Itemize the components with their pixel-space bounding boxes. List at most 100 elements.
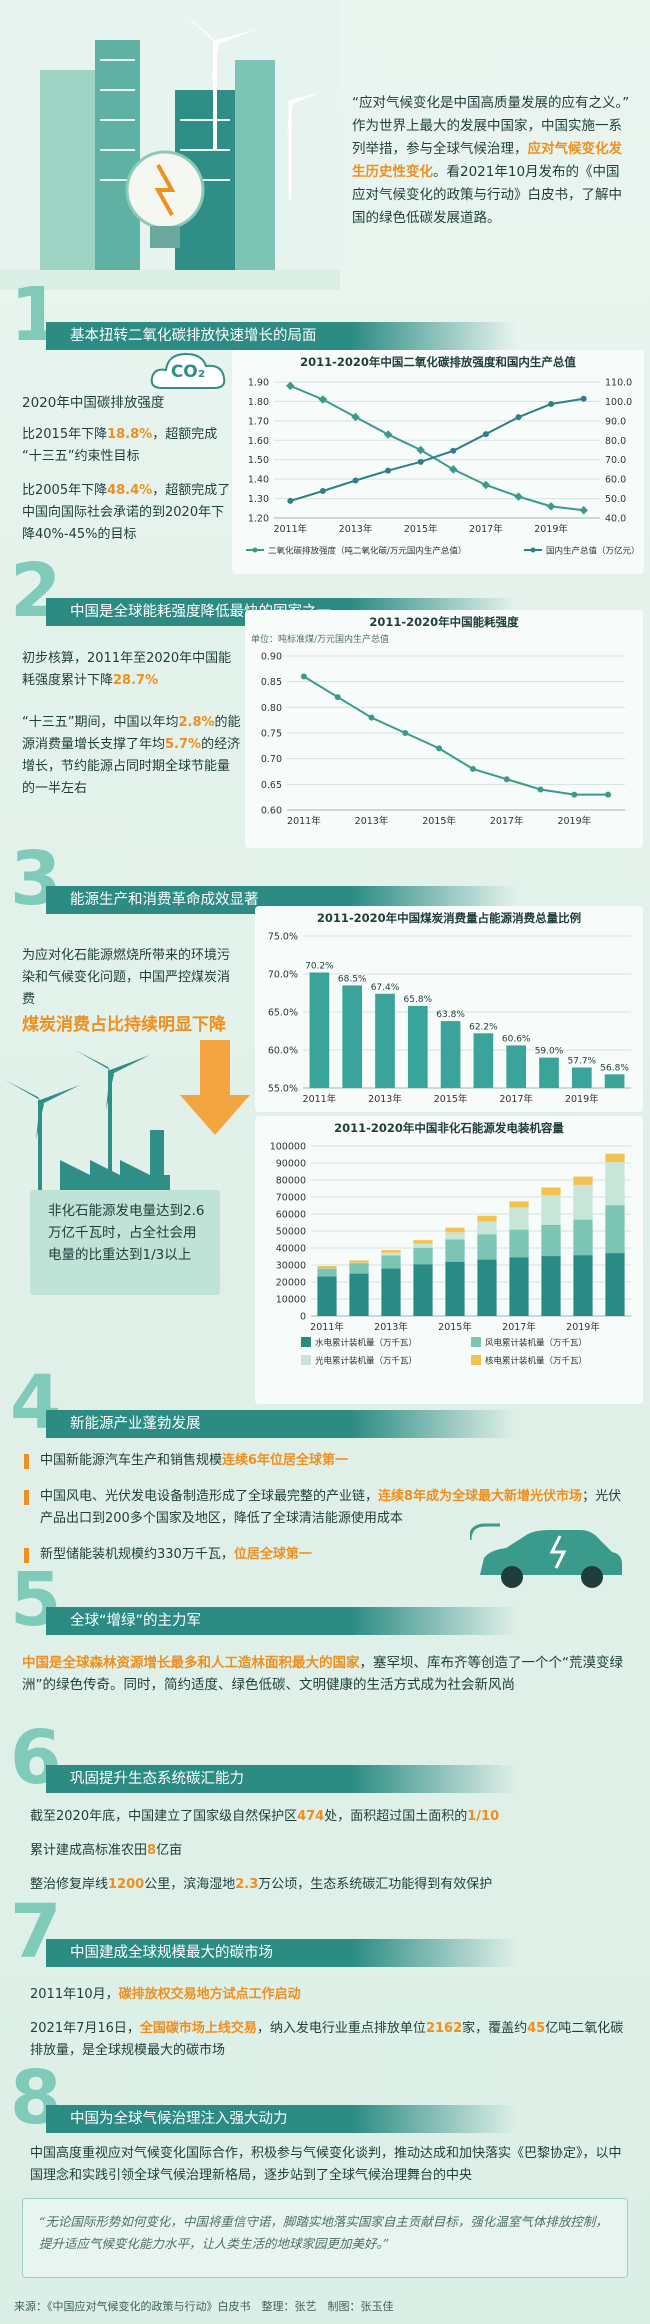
paragraph: 非化石能源发电量达到2.6万亿千瓦时，占全社会用电量的比重达到1/3以上 <box>48 1200 208 1266</box>
y-tick-label: 0.80 <box>261 703 282 714</box>
text-run: 新型储能装机规模约330万千瓦， <box>40 1547 234 1562</box>
y-tick-label: 1.80 <box>248 397 269 408</box>
bar <box>571 1067 592 1088</box>
highlight-text: 1/10 <box>467 1809 500 1824</box>
data-point <box>469 765 476 772</box>
x-tick-label: 2015年 <box>422 815 456 827</box>
data-point <box>482 431 489 438</box>
paragraph: 整治修复岸线1200公里，滨海湿地2.3万公顷，生态系统碳汇功能得到有效保护 <box>30 1874 630 1896</box>
y2-tick-label: 80.0 <box>605 436 626 447</box>
highlight-text: 45 <box>527 2021 546 2036</box>
highlight-text: 8 <box>147 1843 157 1858</box>
chart-title: 2011-2020年中国二氧化碳排放强度和国内生产总值 <box>300 355 576 369</box>
legend-swatch <box>471 1355 481 1365</box>
legend-label: 国内生产总值（万亿元） <box>546 546 640 557</box>
bar-segment <box>413 1247 433 1265</box>
x-tick-label: 2019年 <box>565 1093 599 1105</box>
highlight-text: 中国是全球森林资源增长最多和人工造林面积最大的国家 <box>22 1655 360 1671</box>
bar <box>407 1005 428 1088</box>
bar-segment <box>477 1215 497 1222</box>
data-point <box>334 694 341 701</box>
value-label: 57.7% <box>568 1056 597 1066</box>
paragraph: 中国是全球森林资源增长最多和人工造林面积最大的国家，塞罕坝、库布齐等创造了一个个… <box>22 1652 628 1696</box>
bar-segment <box>573 1255 593 1316</box>
data-point <box>417 458 424 465</box>
paragraph: 比2015年下降18.8%，超额完成“十三五”约束性目标 <box>22 424 232 468</box>
y-tick-label: 0.65 <box>261 780 282 791</box>
bullet-marker <box>24 1548 29 1563</box>
bar-segment <box>445 1239 465 1262</box>
bar-segment <box>541 1256 561 1316</box>
bar <box>309 972 330 1088</box>
ev-car-icon <box>470 1523 622 1588</box>
section-title: 基本扭转二氧化碳排放快速增长的局面 <box>46 322 516 350</box>
bar-segment <box>509 1229 529 1258</box>
text-run: 。看2021年10月发布的《中国应对气候变化的政策与行动》白皮书，了解中国的绿色… <box>352 164 622 226</box>
bar-segment <box>381 1255 401 1269</box>
bar <box>604 1074 625 1088</box>
y2-tick-label: 60.0 <box>605 475 626 486</box>
bar <box>375 993 395 1088</box>
data-point <box>481 480 491 490</box>
paragraph: 煤炭消费占比持续明显下降 <box>22 1012 247 1038</box>
paragraph: 累计建成高标准农田8亿亩 <box>30 1840 630 1862</box>
bar-segment <box>605 1162 625 1206</box>
x-tick-label: 2011年 <box>287 815 321 827</box>
x-tick-label: 2015年 <box>438 1321 472 1333</box>
text-run: 截至2020年底，中国建立了国家级自然保护区 <box>30 1809 298 1824</box>
y-tick-label: 0 <box>300 1312 306 1323</box>
y-tick-label: 1.60 <box>248 436 269 447</box>
y2-tick-label: 90.0 <box>605 416 626 427</box>
bar-segment <box>445 1232 465 1240</box>
chart-title: 2011-2020年中国煤炭消费量占能源消费总量比例 <box>317 911 581 925</box>
x-tick-label: 2011年 <box>310 1321 344 1333</box>
y-tick-label: 70.0% <box>268 970 298 981</box>
text-run: “十三五”期间，中国以年均 <box>22 715 179 730</box>
bar-segment <box>445 1227 465 1233</box>
line-series <box>303 675 609 796</box>
text-run: 公里，滨海湿地 <box>144 1877 236 1892</box>
data-point <box>383 430 393 439</box>
highlight-text: 应对气候变化发生历史性变化 <box>352 141 622 180</box>
text-run: 中国新能源汽车生产和销售规模 <box>40 1453 223 1468</box>
bar-segment <box>509 1207 529 1230</box>
data-point <box>416 445 425 455</box>
legend-label: 水电累计装机量（万千瓦） <box>315 1338 417 1349</box>
x-tick-label: 2019年 <box>534 523 568 535</box>
x-tick-label: 2011年 <box>273 523 307 535</box>
data-point <box>515 414 522 421</box>
text-run: 家，覆盖约 <box>462 2021 528 2036</box>
x-tick-label: 2017年 <box>490 815 524 827</box>
bar-segment <box>541 1187 561 1196</box>
data-point <box>385 467 392 474</box>
y-tick-label: 1.40 <box>248 475 269 486</box>
y2-tick-label: 70.0 <box>605 455 626 466</box>
y-tick-label: 50000 <box>276 1227 306 1238</box>
x-tick-label: 2013年 <box>355 815 389 827</box>
quote: “无论国际形势如何变化，中国将重信守诺，脚踏实地落实国家自主贡献目标，强化温室气… <box>22 2198 628 2278</box>
highlight-text: 474 <box>297 1809 325 1824</box>
data-point <box>402 730 409 736</box>
chart: 2011-2020年中国二氧化碳排放强度和国内生产总值 1.20 1.30 1.40 1… <box>232 350 644 574</box>
highlight-text: 5.7% <box>165 737 202 752</box>
legend-swatch <box>471 1337 481 1347</box>
bar-segment <box>349 1262 369 1264</box>
bar-segment <box>349 1263 369 1274</box>
x-tick-label: 2013年 <box>368 1093 402 1105</box>
chart-title: 2011-2020年中国能耗强度 <box>369 615 519 629</box>
x-tick-label: 2017年 <box>499 1093 533 1105</box>
text-run: 中国高度重视应对气候变化国际合作，积极参与气候变化谈判，推动达成和加快落实《巴黎… <box>30 2146 622 2183</box>
value-label: 60.6% <box>502 1034 531 1044</box>
text-run: 非化石能源发电量达到2.6万亿千瓦时，占全社会用电量的比重达到1/3以上 <box>48 1203 205 1263</box>
data-point <box>503 776 510 783</box>
bar-segment <box>413 1243 433 1248</box>
x-tick-label: 2013年 <box>374 1321 408 1333</box>
text-run: 比2005年下降 <box>22 483 108 498</box>
data-point <box>351 412 360 422</box>
y-tick-label: 60.0% <box>268 1046 298 1057</box>
text-run: 累计建成高标准农田 <box>30 1843 148 1858</box>
highlight-text: 碳排放权交易地方试点工作启动 <box>118 1987 301 2002</box>
text-run: 2011年10月， <box>30 1987 119 2002</box>
legend-label: 核电累计装机量（万千瓦） <box>485 1356 587 1367</box>
